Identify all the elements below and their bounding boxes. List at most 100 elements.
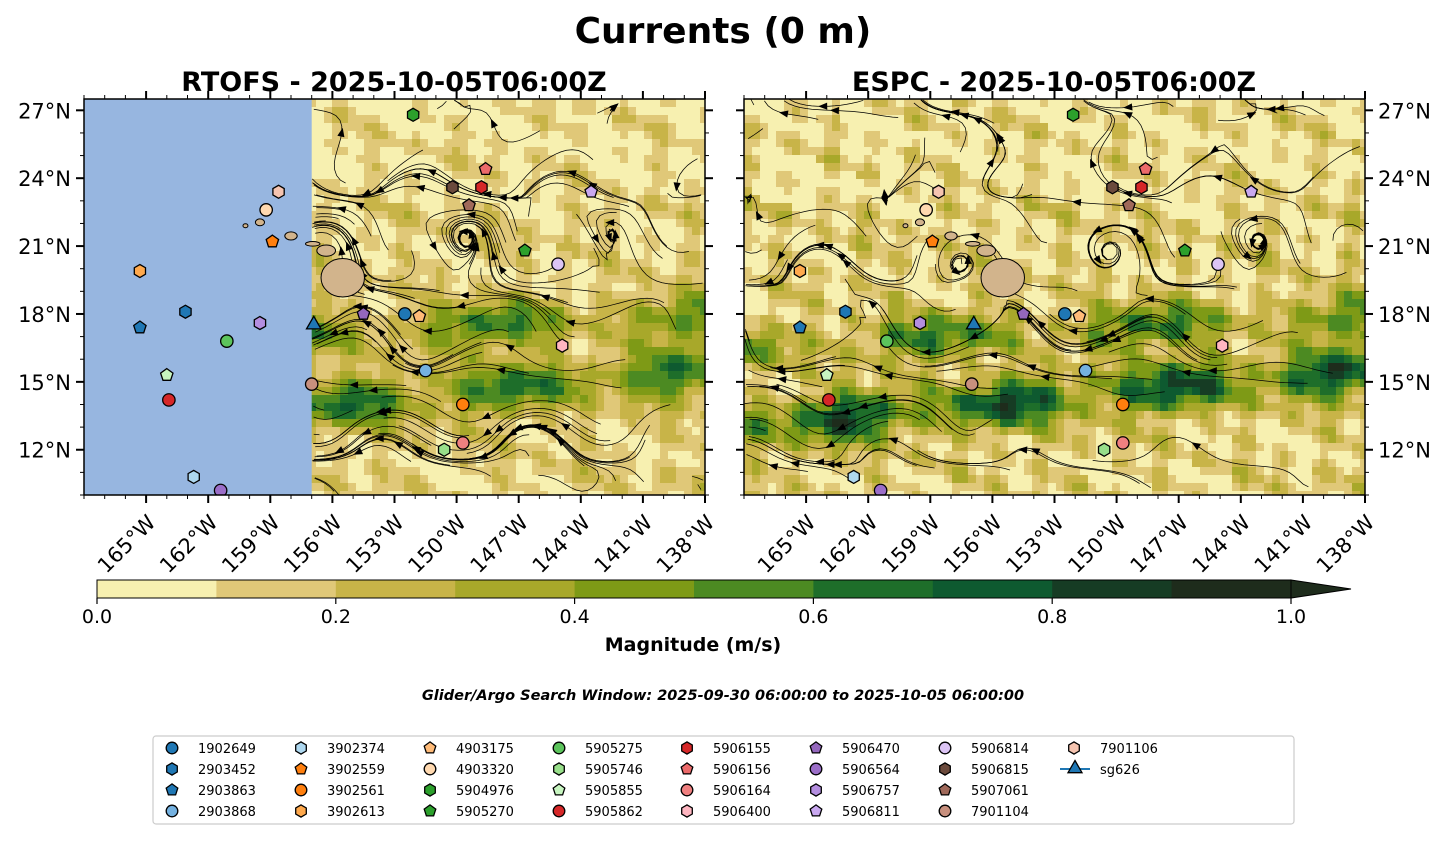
streamline-arrow [491, 250, 499, 261]
streamline-arrow [490, 118, 498, 129]
platform-1902649 [1058, 307, 1072, 321]
streamline-arrow [790, 460, 800, 468]
platform-3902559 [925, 234, 940, 248]
platform-5905270 [1177, 243, 1192, 257]
platform-5906564 [873, 483, 888, 495]
map-field-espc [744, 99, 1365, 495]
platform-5905855 [159, 367, 174, 381]
streamline-arrow [1123, 103, 1133, 111]
legend-item-3902374: 3902374 [295, 741, 385, 757]
platform-5905746 [1097, 442, 1111, 458]
legend-item-5906814: 5906814 [938, 741, 1029, 757]
streamline-arrow [353, 447, 364, 455]
platform-3902559 [265, 234, 280, 248]
streamline-arrow [338, 246, 346, 256]
island [944, 231, 958, 241]
streamline-arrow [496, 367, 506, 375]
platform-markers [132, 107, 599, 495]
colorbar-segment [455, 580, 576, 598]
streamline-arrow [352, 302, 362, 310]
streamline-arrow [1018, 446, 1028, 454]
streamline-arrow [556, 437, 566, 447]
streamline-arrow [605, 218, 615, 227]
platform-3902613 [793, 263, 807, 279]
streamline-arrow [411, 446, 422, 454]
streamline-arrow [494, 424, 504, 433]
streamline-arrow [337, 127, 345, 138]
lon-tick-label: 144°W [1188, 510, 1256, 578]
lon-tick-label: 141°W [590, 510, 658, 578]
lat-tick-label: 18°N [18, 303, 71, 327]
streamline-arrow [970, 232, 980, 240]
streamline-arrow [591, 233, 600, 244]
streamline-arrow [950, 109, 960, 117]
island [304, 241, 321, 247]
streamline-arrow [481, 412, 492, 420]
colorbar-tick-label: 0.0 [82, 606, 112, 628]
platform-5906400 [555, 338, 569, 353]
platform-5906811 [584, 184, 599, 198]
streamline-arrow [1068, 327, 1078, 336]
colorbar-segment [694, 580, 814, 598]
lat-tick-label: 15°N [18, 371, 71, 395]
legend-item-3902613: 3902613 [295, 804, 385, 820]
lon-tick-label: 153°W [341, 510, 409, 578]
island [316, 244, 337, 257]
platform-5906811 [1244, 184, 1259, 198]
streamline-arrow [877, 392, 887, 400]
platform-5905862 [162, 393, 176, 407]
platform-4903320 [259, 203, 274, 217]
legend: 1902649 2903452 2903863 2903868 3902374 39025… [152, 735, 1295, 825]
streamline-arrow [778, 110, 789, 118]
streamline-arrow [836, 423, 847, 431]
streamline-arrow [567, 170, 577, 178]
streamline-arrow [498, 265, 507, 275]
lon-tick-label: 162°W [815, 510, 883, 578]
streamline-arrow [1123, 111, 1133, 119]
streamline-arrow [1242, 251, 1252, 260]
legend-item-3902561: 3902561 [294, 783, 385, 799]
legend-item-5906564: 5906564 [809, 762, 900, 778]
island [242, 223, 249, 229]
platform-2903868 [1078, 363, 1093, 378]
lon-tick-label: 138°W [652, 510, 720, 578]
lon-tick-label: 159°W [877, 510, 945, 578]
legend-item-2903868: 2903868 [165, 804, 256, 820]
streamline-arrow [1040, 373, 1050, 381]
platform-2903863 [132, 320, 147, 334]
platform-5906164 [1115, 436, 1130, 450]
platform-5906470 [356, 306, 371, 320]
lat-tick-label: 24°N [1378, 167, 1431, 191]
legend-item-7901106: 7901106 [1068, 741, 1158, 757]
legend-item-2903452: 2903452 [166, 762, 256, 778]
streamline-arrow [768, 463, 779, 471]
streamline-arrow [368, 386, 378, 394]
platform-5904976 [1066, 107, 1080, 123]
platform-5906757 [253, 315, 267, 331]
streamline-arrow [459, 291, 469, 299]
streamline-arrow [345, 241, 353, 252]
platform-sg626 [305, 314, 323, 330]
streamline-arrow [1212, 174, 1223, 182]
streamline-arrow [411, 172, 421, 180]
platform-5906155 [1135, 179, 1148, 195]
streamline-arrow [1037, 320, 1047, 330]
streamline-arrow [873, 365, 883, 373]
legend-item-sg626: sg626 [1060, 759, 1140, 778]
streamline-arrow [1093, 254, 1102, 265]
colorbar-label: Magnitude (m/s) [605, 634, 782, 656]
platform-5905746 [437, 442, 451, 458]
streamline-arrow [538, 424, 548, 432]
lon-tick-label: 156°W [939, 510, 1007, 578]
platform-5905275 [219, 334, 234, 348]
streamline-arrow [398, 344, 408, 354]
lon-tick-label: 165°W [93, 510, 161, 578]
island [254, 218, 266, 227]
streamline-arrow [609, 103, 619, 112]
no-data-region [84, 99, 312, 495]
streamline-arrow [334, 446, 345, 454]
platform-5907061 [462, 197, 476, 212]
streamline-arrow [560, 422, 571, 431]
streamline-arrow [1246, 111, 1257, 120]
streamline-arrow [1090, 158, 1097, 169]
